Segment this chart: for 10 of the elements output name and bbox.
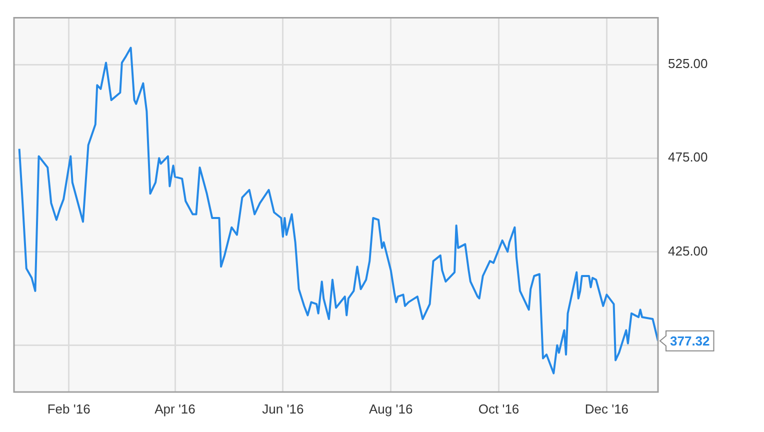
x-tick-label: Oct '16 <box>478 401 520 416</box>
x-tick-label: Jun '16 <box>262 401 304 416</box>
annotation: 377.32 <box>670 333 710 348</box>
y-tick-label: 425.00 <box>668 243 708 258</box>
x-tick-label: Apr '16 <box>154 401 196 416</box>
y-tick-label: 475.00 <box>668 150 708 165</box>
y-tick-label: 525.00 <box>668 56 708 72</box>
x-tick-label: Dec '16 <box>584 401 629 416</box>
x-tick-label: Aug '16 <box>369 401 413 416</box>
x-tick-label: Feb '16 <box>47 401 90 416</box>
